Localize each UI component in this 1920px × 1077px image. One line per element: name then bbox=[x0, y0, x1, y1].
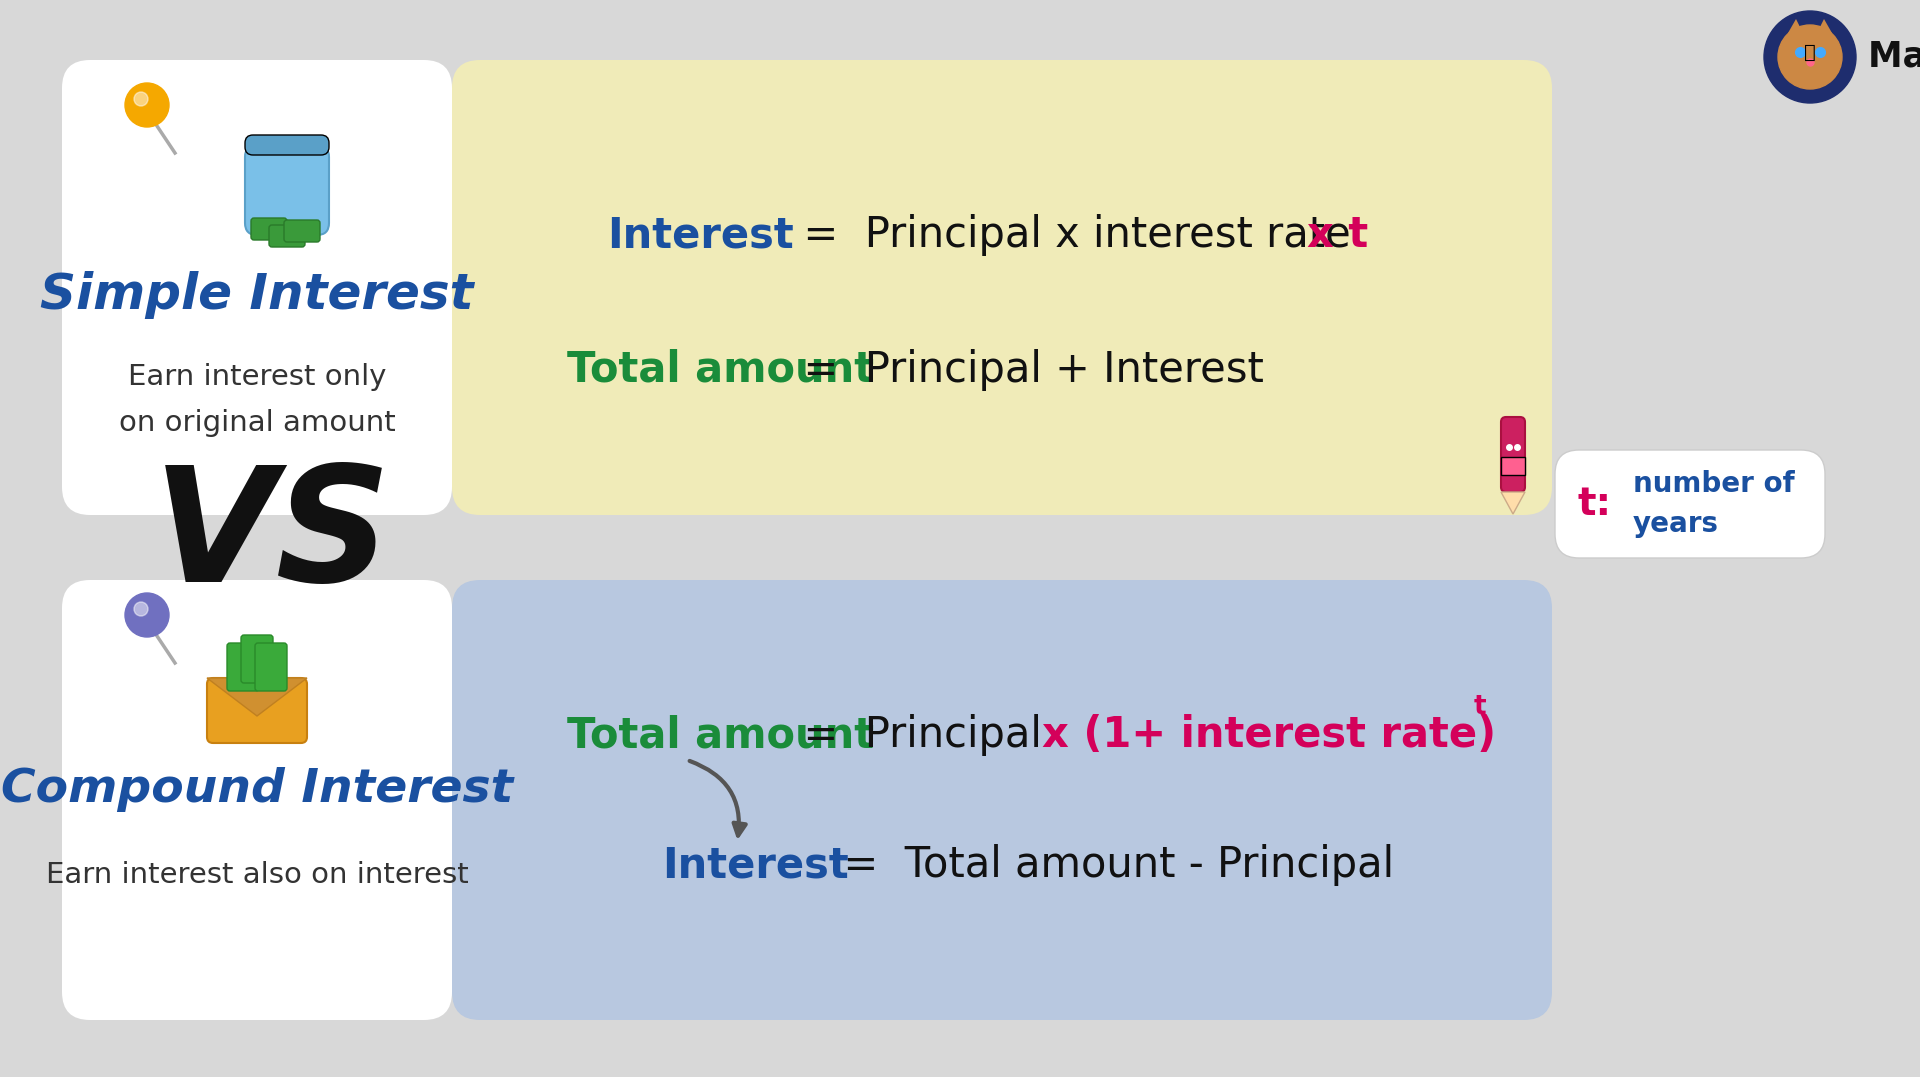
FancyBboxPatch shape bbox=[451, 60, 1551, 515]
FancyBboxPatch shape bbox=[246, 135, 328, 155]
Text: =  Principal x interest rate: = Principal x interest rate bbox=[778, 214, 1363, 256]
Text: Interest: Interest bbox=[662, 844, 849, 886]
Polygon shape bbox=[1501, 492, 1524, 514]
Circle shape bbox=[134, 92, 148, 106]
Text: =  Total amount - Principal: = Total amount - Principal bbox=[818, 844, 1394, 886]
Text: Compound Interest: Compound Interest bbox=[0, 768, 513, 812]
Polygon shape bbox=[1788, 19, 1805, 34]
Text: Total amount: Total amount bbox=[566, 349, 874, 391]
FancyArrowPatch shape bbox=[689, 761, 745, 836]
Text: =  Principal + Interest: = Principal + Interest bbox=[778, 349, 1263, 391]
FancyBboxPatch shape bbox=[61, 581, 451, 1020]
FancyBboxPatch shape bbox=[451, 581, 1551, 1020]
Circle shape bbox=[125, 593, 169, 637]
Text: Earn interest also on interest: Earn interest also on interest bbox=[46, 861, 468, 889]
Circle shape bbox=[134, 602, 148, 616]
Polygon shape bbox=[1816, 19, 1832, 34]
Text: number of
years: number of years bbox=[1634, 471, 1795, 537]
FancyBboxPatch shape bbox=[252, 218, 286, 240]
Text: Earn interest only
on original amount: Earn interest only on original amount bbox=[119, 363, 396, 437]
FancyBboxPatch shape bbox=[61, 60, 451, 515]
Text: 🕶: 🕶 bbox=[1805, 42, 1816, 61]
Text: VS: VS bbox=[154, 460, 392, 615]
Circle shape bbox=[1778, 25, 1841, 89]
FancyBboxPatch shape bbox=[1555, 450, 1826, 558]
FancyBboxPatch shape bbox=[227, 643, 259, 691]
Text: t: t bbox=[1475, 694, 1486, 721]
Text: Total amount: Total amount bbox=[566, 714, 874, 756]
Polygon shape bbox=[207, 679, 307, 716]
FancyBboxPatch shape bbox=[284, 220, 321, 242]
FancyBboxPatch shape bbox=[1501, 417, 1524, 492]
FancyBboxPatch shape bbox=[207, 679, 307, 743]
Text: t:: t: bbox=[1576, 485, 1611, 523]
Text: Simple Interest: Simple Interest bbox=[40, 271, 474, 319]
FancyBboxPatch shape bbox=[269, 225, 305, 247]
Circle shape bbox=[125, 83, 169, 127]
FancyBboxPatch shape bbox=[1501, 457, 1524, 475]
FancyBboxPatch shape bbox=[242, 635, 273, 683]
Circle shape bbox=[1764, 11, 1857, 103]
FancyBboxPatch shape bbox=[246, 145, 328, 235]
Text: x (1+ interest rate): x (1+ interest rate) bbox=[1043, 714, 1496, 756]
Text: Interest: Interest bbox=[607, 214, 793, 256]
Text: x t: x t bbox=[1308, 214, 1369, 256]
FancyBboxPatch shape bbox=[255, 643, 286, 691]
Text: Maths Angel: Maths Angel bbox=[1868, 40, 1920, 74]
Text: =  Principal: = Principal bbox=[778, 714, 1056, 756]
